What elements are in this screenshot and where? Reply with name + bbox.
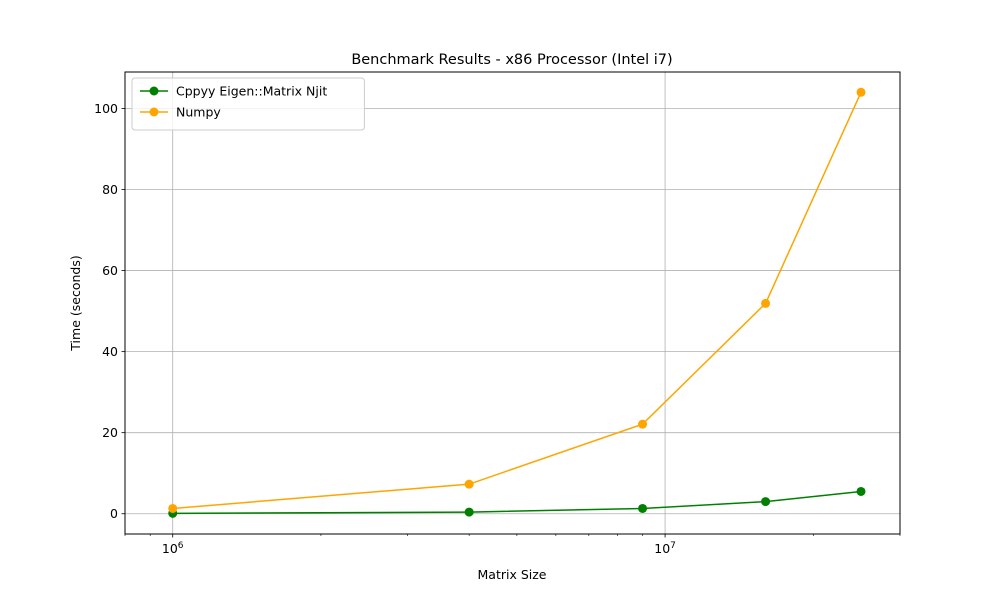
series-line-2 (172, 91, 862, 510)
data-point-series-1 (464, 507, 474, 517)
chart-title: Benchmark Results - x86 Processor (Intel… (351, 52, 672, 68)
y-axis-label: Time (seconds) (68, 255, 83, 351)
legend-box (131, 77, 365, 131)
y-tick-label: 80 (102, 182, 118, 197)
legend-label-2: Numpy (176, 105, 221, 120)
legend-marker-1 (149, 86, 159, 96)
plot-area-frame (124, 71, 901, 535)
legend-label-1: Cppyy Eigen::Matrix Njit (176, 84, 327, 99)
data-point-series-2 (168, 503, 178, 513)
y-tick-label: 100 (94, 101, 118, 116)
data-point-series-1 (761, 497, 771, 507)
series-layer (168, 87, 866, 518)
grid-layer (125, 72, 900, 534)
data-point-series-2 (856, 87, 866, 97)
data-point-series-1 (638, 503, 648, 513)
y-tick-label: 40 (102, 344, 118, 359)
x-tick-label: 107 (654, 541, 676, 556)
series-line-1 (172, 490, 862, 515)
x-tick-label: 106 (162, 541, 184, 556)
y-tick-label: 20 (102, 425, 118, 440)
axis-layer: 0 20 40 60 80 100 106 107 (94, 101, 901, 556)
y-tick-label: 0 (110, 506, 118, 521)
data-point-series-2 (761, 298, 771, 308)
y-tick-label: 60 (102, 263, 118, 278)
legend-marker-2 (149, 107, 159, 117)
data-point-series-1 (856, 486, 866, 496)
data-point-series-2 (464, 479, 474, 489)
x-axis-label: Matrix Size (478, 567, 547, 582)
data-point-series-2 (638, 419, 648, 429)
